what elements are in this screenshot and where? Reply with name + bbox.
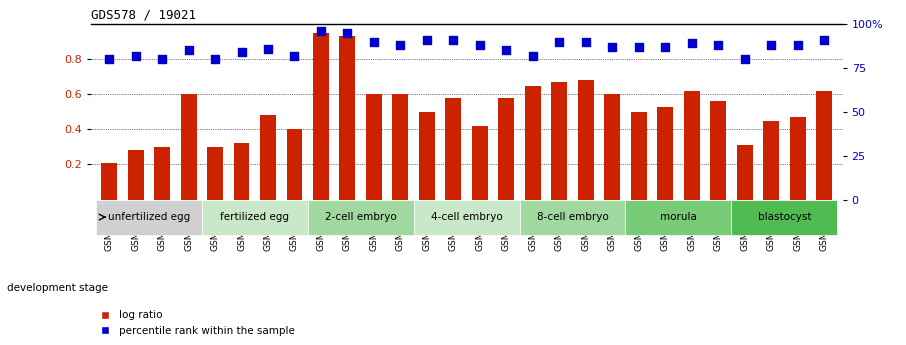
Bar	[446, 98, 461, 199]
Bar	[657, 107, 673, 199]
Bar	[684, 91, 699, 199]
Bar	[180, 94, 197, 199]
Bar	[286, 129, 303, 199]
Bar	[631, 112, 647, 199]
Bar	[790, 117, 805, 199]
Point	[658, 44, 672, 50]
FancyBboxPatch shape	[96, 199, 202, 235]
Bar	[737, 145, 753, 199]
FancyBboxPatch shape	[414, 199, 519, 235]
Point	[711, 42, 726, 48]
Point	[287, 53, 302, 58]
Point	[605, 44, 620, 50]
Point	[101, 57, 116, 62]
Bar	[578, 80, 593, 199]
Bar	[604, 94, 621, 199]
Point	[473, 42, 487, 48]
FancyBboxPatch shape	[519, 199, 625, 235]
Bar	[340, 37, 355, 199]
Point	[129, 53, 143, 58]
Point	[393, 42, 408, 48]
Bar	[472, 126, 487, 199]
Bar	[260, 115, 276, 199]
Point	[261, 46, 275, 51]
Point	[235, 49, 249, 55]
Point	[552, 39, 566, 45]
Point	[155, 57, 169, 62]
Text: morula: morula	[660, 212, 697, 222]
Bar	[366, 94, 381, 199]
Bar	[763, 121, 779, 199]
Point	[446, 37, 460, 43]
Point	[181, 48, 196, 53]
Point	[499, 48, 514, 53]
Bar	[128, 150, 143, 199]
Point	[737, 57, 752, 62]
Point	[790, 42, 805, 48]
Bar	[419, 112, 435, 199]
Bar	[154, 147, 170, 199]
Text: 2-cell embryo: 2-cell embryo	[325, 212, 397, 222]
Point	[367, 39, 381, 45]
FancyBboxPatch shape	[731, 199, 837, 235]
Point	[313, 28, 328, 34]
Point	[631, 44, 646, 50]
Point	[525, 53, 540, 58]
Bar	[710, 101, 726, 199]
Point	[817, 37, 832, 43]
FancyBboxPatch shape	[625, 199, 731, 235]
FancyBboxPatch shape	[202, 199, 308, 235]
Text: 4-cell embryo: 4-cell embryo	[430, 212, 503, 222]
Legend: log ratio, percentile rank within the sample: log ratio, percentile rank within the sa…	[96, 306, 299, 340]
Point	[419, 37, 434, 43]
Bar	[498, 98, 515, 199]
Text: fertilized egg: fertilized egg	[220, 212, 289, 222]
Bar	[313, 33, 329, 199]
Bar	[101, 163, 117, 199]
Text: GDS578 / 19021: GDS578 / 19021	[91, 9, 196, 22]
Bar	[392, 94, 409, 199]
Point	[764, 42, 778, 48]
Point	[684, 41, 699, 46]
Bar	[552, 82, 567, 199]
Text: 8-cell embryo: 8-cell embryo	[536, 212, 608, 222]
Text: blastocyst: blastocyst	[757, 212, 811, 222]
Bar	[525, 86, 541, 199]
Point	[579, 39, 593, 45]
Point	[207, 57, 222, 62]
FancyBboxPatch shape	[308, 199, 414, 235]
Text: development stage: development stage	[7, 283, 108, 293]
Point	[340, 30, 354, 36]
Bar	[816, 91, 832, 199]
Bar	[234, 144, 249, 199]
Text: unfertilized egg: unfertilized egg	[108, 212, 190, 222]
Bar	[207, 147, 223, 199]
